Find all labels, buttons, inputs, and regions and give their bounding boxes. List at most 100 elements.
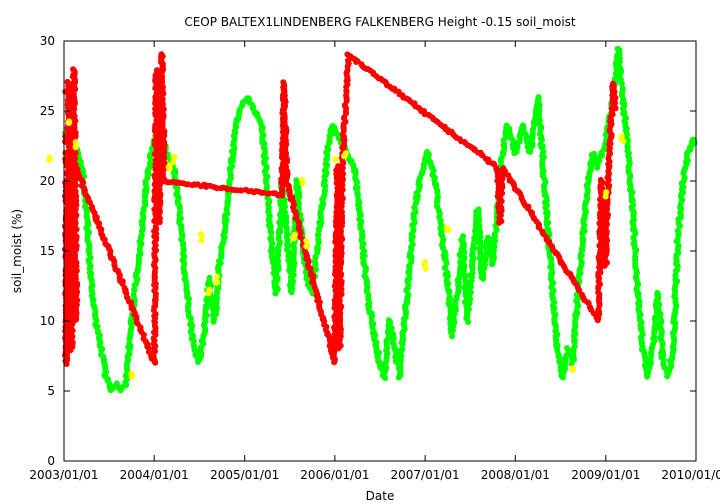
data-point-yellow <box>171 153 178 160</box>
series-green <box>62 45 698 394</box>
data-point-red <box>336 299 343 306</box>
data-point-yellow <box>421 261 428 268</box>
data-point-green <box>174 185 181 192</box>
data-point-green <box>442 265 449 272</box>
y-tick-label: 30 <box>40 34 55 48</box>
data-point-yellow <box>569 365 576 372</box>
data-point-green <box>185 295 192 302</box>
chart-title: CEOP BALTEX1LINDENBERG FALKENBERG Height… <box>184 15 576 29</box>
data-point-green <box>131 286 138 293</box>
data-point-green <box>318 219 325 226</box>
data-point-green <box>477 233 484 240</box>
data-point-red <box>73 313 79 320</box>
data-point-green <box>315 236 322 243</box>
data-point-yellow <box>443 224 450 231</box>
y-tick-label: 5 <box>47 384 55 398</box>
data-point-green <box>206 274 213 281</box>
data-point-green <box>322 160 329 167</box>
data-point-red <box>281 105 288 112</box>
x-tick-label: 2003/01/01 <box>29 468 98 482</box>
data-point-red <box>71 304 78 311</box>
data-point-green <box>98 347 105 354</box>
data-point-red <box>156 186 163 193</box>
data-point-green <box>590 151 597 158</box>
data-point-green <box>368 314 375 321</box>
x-tick-label: 2007/01/01 <box>391 468 460 482</box>
y-tick-label: 25 <box>40 104 55 118</box>
data-point-yellow <box>198 237 205 244</box>
data-point-red <box>63 311 70 318</box>
data-point-green <box>654 291 661 298</box>
series-red <box>62 51 619 367</box>
data-point-red <box>70 284 77 291</box>
data-point-yellow <box>198 232 205 239</box>
data-point-green <box>211 316 218 323</box>
data-point-green <box>315 231 322 238</box>
x-tick-label: 2008/01/01 <box>481 468 550 482</box>
data-point-green <box>579 235 586 241</box>
data-point-yellow <box>303 237 310 244</box>
data-point-red <box>238 187 245 194</box>
data-point-green <box>399 346 406 352</box>
y-axis-label: soil_moist (%) <box>10 209 24 293</box>
data-point-yellow <box>206 286 213 293</box>
data-point-green <box>268 229 275 236</box>
data-point-yellow <box>341 153 348 160</box>
data-point-red <box>603 235 610 242</box>
y-tick-label: 15 <box>40 244 55 258</box>
data-point-green <box>556 354 563 361</box>
series-yellow <box>46 118 627 380</box>
data-point-green <box>314 244 321 251</box>
data-point-yellow <box>618 135 625 142</box>
data-point-yellow <box>66 118 73 125</box>
x-tick-label: 2004/01/01 <box>120 468 189 482</box>
x-tick-label: 2006/01/01 <box>300 468 369 482</box>
data-point-green <box>543 221 550 228</box>
data-point-green <box>126 340 133 347</box>
data-point-red <box>71 267 78 274</box>
data-point-yellow <box>170 159 177 165</box>
x-tick-label: 2010/01/01 <box>661 468 720 482</box>
data-point-yellow <box>299 180 306 187</box>
data-point-green <box>362 268 369 275</box>
data-point-green <box>434 189 441 196</box>
data-point-green <box>187 315 194 322</box>
data-point-green <box>691 140 698 146</box>
x-axis-label: Date <box>366 489 395 503</box>
data-point-green <box>672 324 679 331</box>
data-point-green <box>86 265 93 272</box>
data-point-red <box>576 287 583 294</box>
data-point-green <box>481 262 488 269</box>
data-point-green <box>138 232 145 239</box>
data-point-green <box>672 272 679 278</box>
data-point-yellow <box>304 243 311 250</box>
data-point-red <box>338 250 345 257</box>
data-point-green <box>618 80 625 87</box>
data-point-red <box>71 175 78 182</box>
data-point-green <box>272 283 279 290</box>
data-point-green <box>450 315 457 322</box>
y-tick-label: 0 <box>47 454 55 468</box>
data-points <box>46 45 698 394</box>
data-point-red <box>612 105 619 112</box>
data-point-green <box>632 249 639 256</box>
data-point-green <box>406 275 413 282</box>
x-tick-label: 2005/01/01 <box>210 468 279 482</box>
data-point-yellow <box>46 156 53 163</box>
data-point-yellow <box>72 139 79 146</box>
data-point-yellow <box>422 265 429 272</box>
data-point-green <box>278 218 285 225</box>
data-point-yellow <box>72 144 79 151</box>
y-tick-label: 10 <box>40 314 55 328</box>
data-point-yellow <box>332 156 338 163</box>
data-point-green <box>469 270 476 277</box>
data-point-yellow <box>291 231 298 238</box>
data-point-green <box>556 358 563 365</box>
data-point-yellow <box>213 278 220 285</box>
data-point-green <box>275 233 282 240</box>
data-point-green <box>261 140 268 147</box>
data-point-green <box>270 259 276 266</box>
data-point-green <box>446 289 453 296</box>
data-point-red <box>224 186 231 193</box>
